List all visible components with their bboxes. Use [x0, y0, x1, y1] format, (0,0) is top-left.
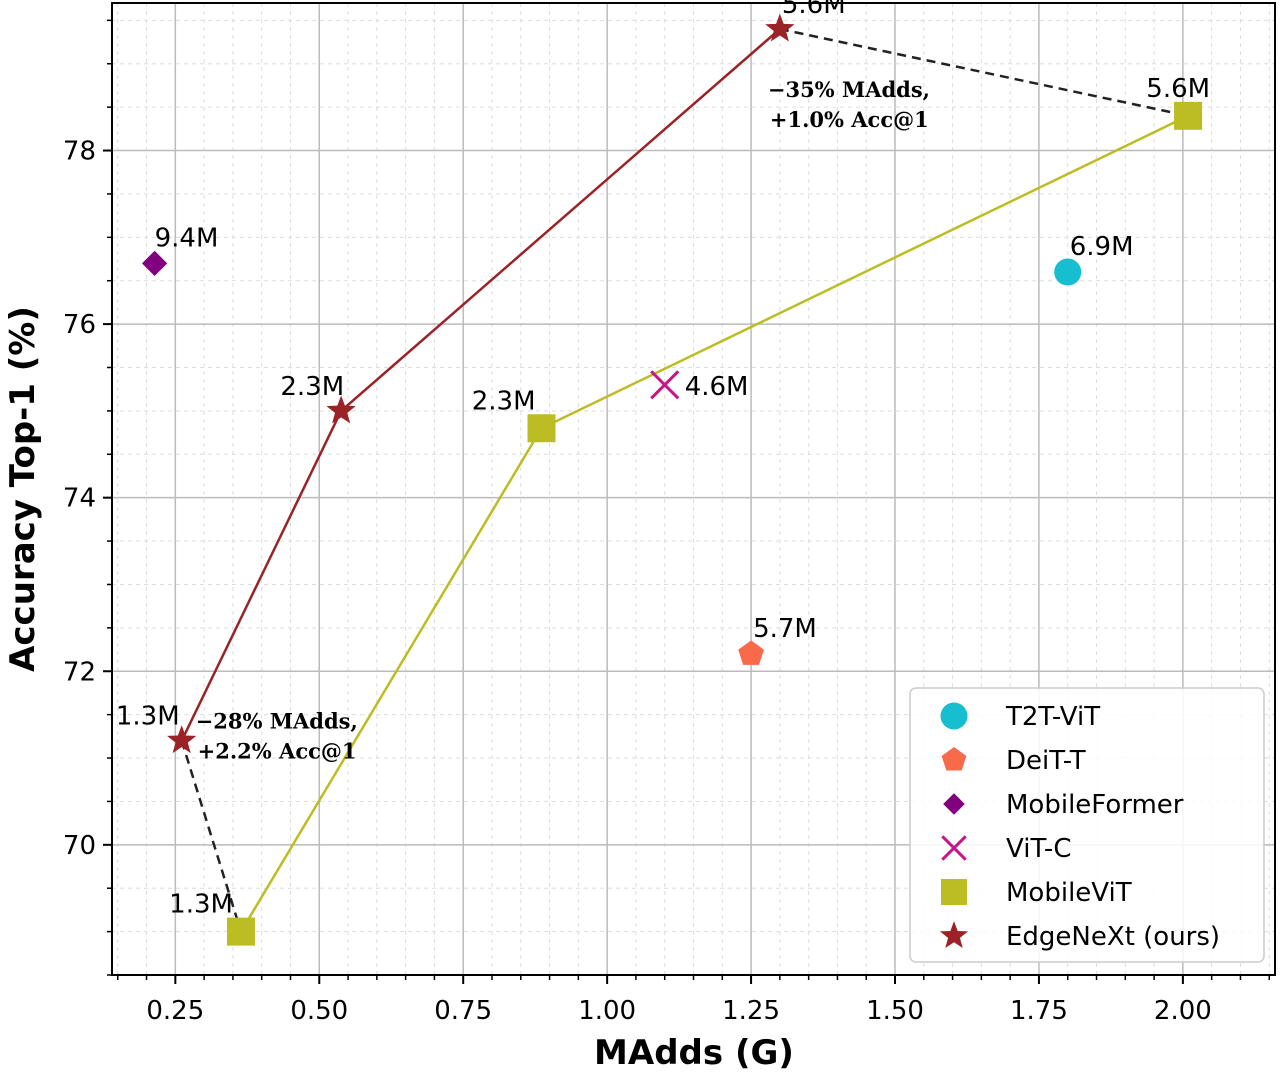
legend-marker-diamond [943, 793, 965, 815]
x-tick-label: 1.50 [866, 996, 924, 1026]
marker-star [326, 395, 356, 424]
y-tick-label: 78 [63, 137, 96, 167]
point-label: 1.3M [116, 702, 180, 732]
x-tick-label: 1.25 [722, 996, 780, 1026]
legend-label: MobileFormer [1006, 790, 1184, 820]
major-grid [112, 3, 1275, 975]
y-axis-title: Accuracy Top-1 (%) [3, 306, 43, 672]
marker-square [226, 917, 255, 946]
point-label: 5.7M [753, 614, 817, 644]
legend-label: DeiT-T [1006, 746, 1086, 776]
x-axis-title: MAdds (G) [594, 1033, 794, 1073]
marker-square [1174, 101, 1203, 130]
x-tick-label: 2.00 [1154, 996, 1212, 1026]
point-labels: 6.9M 5.7M 9.4M 4.6M 1.3M 2.3M 5.6M 1.3M 2.3M 5.6M [116, 0, 1210, 920]
x-tick-label: 0.75 [434, 996, 492, 1026]
point-label: 4.6M [685, 372, 749, 402]
legend: T2T-ViT DeiT-T MobileFormer ViT-C MobileViT E… [909, 687, 1265, 963]
y-tick-label: 76 [63, 310, 96, 340]
comparison-annotation: −35% MAdds, +1.0% Acc@1 [768, 77, 930, 132]
point-label: 6.9M [1070, 232, 1134, 262]
annotations: −28% MAdds, +2.2% Acc@1 −35% MAdds, +1.0% A… [196, 77, 930, 764]
point-label: 9.4M [155, 223, 219, 253]
comparison-dashed-lines [180, 27, 1189, 932]
point-label: 2.3M [472, 386, 536, 416]
y-tick-label: 70 [63, 831, 96, 861]
legend-marker-square [941, 879, 967, 905]
marker-circle [1054, 258, 1082, 286]
marker-pentagon [738, 640, 764, 665]
legend-marker-star [939, 921, 969, 949]
comparison-dashed-line [779, 27, 1189, 118]
y-tick-label: 74 [63, 484, 96, 514]
y-tick-label: 72 [63, 657, 96, 687]
legend-marker-circle [940, 702, 968, 730]
comparison-dashed-line [180, 740, 243, 932]
marker-star [765, 13, 795, 42]
legend-label: T2T-ViT [1005, 702, 1100, 732]
tick-labels: 0.25 0.50 0.75 1.00 1.25 1.50 1.75 2.00 70 72 74 76… [63, 137, 1212, 1026]
legend-marker-pentagon [941, 747, 967, 771]
data-markers [142, 13, 1203, 946]
x-tick-label: 0.25 [146, 996, 204, 1026]
x-tick-label: 0.50 [290, 996, 348, 1026]
point-label: 1.3M [169, 890, 233, 920]
comparison-annotation: −28% MAdds, +2.2% Acc@1 [196, 709, 358, 764]
annotation-line: +1.0% Acc@1 [770, 107, 929, 132]
legend-label: ViT-C [1006, 834, 1071, 864]
annotation-line: +2.2% Acc@1 [198, 739, 357, 764]
legend-label: EdgeNeXt (ours) [1006, 922, 1220, 952]
legend-label: MobileViT [1006, 878, 1132, 908]
point-label: 5.6M [782, 0, 846, 20]
marker-x [650, 370, 680, 400]
legend-marker-x [941, 835, 967, 861]
legend-box [909, 687, 1265, 963]
point-label: 5.6M [1146, 74, 1210, 104]
annotation-line: −28% MAdds, [196, 709, 358, 734]
marker-square [527, 414, 556, 443]
marker-diamond [142, 250, 168, 276]
x-tick-label: 1.00 [578, 996, 636, 1026]
x-tick-label: 1.75 [1010, 996, 1068, 1026]
point-label: 2.3M [280, 372, 344, 402]
axis-ticks [103, 19, 1270, 984]
marker-star [167, 725, 197, 754]
annotation-line: −35% MAdds, [768, 77, 930, 102]
